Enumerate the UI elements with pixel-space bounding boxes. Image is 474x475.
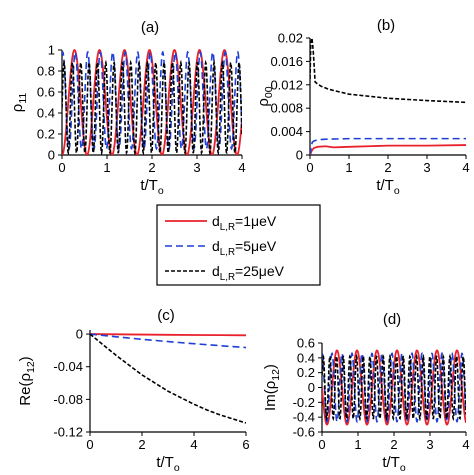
x-tick-label: 4: [190, 437, 197, 452]
series-line-3: [62, 59, 242, 155]
y-tick-label: 0.004: [270, 124, 303, 139]
series-line-3: [322, 353, 466, 422]
y-tick-label: -0.6: [293, 425, 315, 440]
legend: dL,R=1μeV dL,R=5μeV dL,R=25μeV: [156, 204, 321, 286]
x-tick-label: 1: [103, 160, 110, 175]
x-tick-label: 3: [193, 160, 200, 175]
y-tick-label: 0: [296, 148, 303, 163]
panel-label: (a): [141, 19, 159, 36]
panel-label: (d): [383, 311, 401, 328]
series-line-1: [310, 144, 466, 155]
x-axis-label: t/To: [156, 454, 180, 474]
y-tick-label: 0: [48, 148, 55, 163]
legend-label-2: dL,R=5μeV: [212, 238, 277, 258]
y-tick-label: -0.04: [53, 359, 83, 374]
panel-b: 0 1 2 3 4 0 0.004 0.008 0.012 0.016 0.02 (b) t/To ρ00: [255, 17, 470, 197]
y-axis-label: Re(ρ12): [17, 356, 37, 405]
y-tick-label: 1: [48, 43, 55, 58]
y-tick-label: -0.12: [53, 425, 83, 440]
x-tick-label: 2: [384, 160, 391, 175]
x-axis-label: t/To: [140, 177, 164, 197]
series-line-2: [90, 333, 246, 349]
x-tick-label: 4: [238, 160, 245, 175]
x-tick-label: 4: [462, 160, 469, 175]
y-tick-label: 0.6: [297, 336, 315, 351]
y-tick-label: -0.08: [53, 392, 83, 407]
y-tick-label: 0.4: [37, 106, 55, 121]
y-tick-label: 0.008: [270, 101, 303, 116]
y-axis-label: ρ00: [255, 86, 275, 106]
panel-d: 0 1 2 3 40.60.40.20-0.2-0.4-0.6(d)t/ToIm(ρ12…: [262, 311, 470, 474]
x-tick-label: 2: [148, 160, 155, 175]
series-line-2: [310, 137, 466, 155]
y-tick-label: 0: [308, 380, 315, 395]
x-tick-label: 0: [306, 160, 313, 175]
x-tick-label: 1: [354, 437, 361, 452]
x-tick-label: 2: [390, 437, 397, 452]
y-tick-label: -0.4: [293, 410, 315, 425]
y-axis-label: ρ11: [9, 93, 29, 113]
y-tick-label: 0.016: [270, 54, 303, 69]
y-tick-label: 0.012: [270, 77, 303, 92]
x-tick-label: 1: [345, 160, 352, 175]
x-tick-label: 0: [86, 437, 93, 452]
y-tick-label: 0.4: [297, 350, 315, 365]
y-tick-label: 0.2: [297, 365, 315, 380]
series-line-3: [310, 37, 466, 104]
x-tick-label: 2: [138, 437, 145, 452]
series-line-1: [90, 333, 246, 337]
x-tick-label: 4: [462, 437, 469, 452]
x-tick-label: 3: [423, 160, 430, 175]
y-tick-label: 0.8: [37, 64, 55, 79]
x-tick-label: 0: [58, 160, 65, 175]
y-tick-label: -0.2: [293, 395, 315, 410]
y-tick-label: 0: [76, 327, 83, 342]
panel-c: 0 2 4 6 0 -0.04 -0.08 -0.12 (c) t/To Re(ρ12): [17, 307, 250, 474]
panel-a: 0 1 2 3 4 0 0.2 0.4 0.6 0.8 1 (a) t/To ρ11: [9, 19, 246, 197]
panel-label: (b): [377, 17, 395, 34]
x-tick-label: 6: [242, 437, 249, 452]
x-tick-label: 0: [318, 437, 325, 452]
y-tick-label: 0.02: [278, 31, 303, 46]
y-tick-label: 0.6: [37, 85, 55, 100]
panel-label: (c): [157, 307, 175, 324]
x-axis-label: t/To: [376, 177, 400, 197]
series-line-3: [90, 333, 246, 424]
x-axis-label: t/To: [382, 454, 406, 474]
legend-label-1: dL,R=1μeV: [212, 213, 277, 233]
y-tick-label: 0.2: [37, 127, 55, 142]
legend-label-3: dL,R=25μeV: [212, 263, 285, 283]
x-tick-label: 3: [426, 437, 433, 452]
y-axis-label: Im(ρ12): [262, 364, 282, 411]
